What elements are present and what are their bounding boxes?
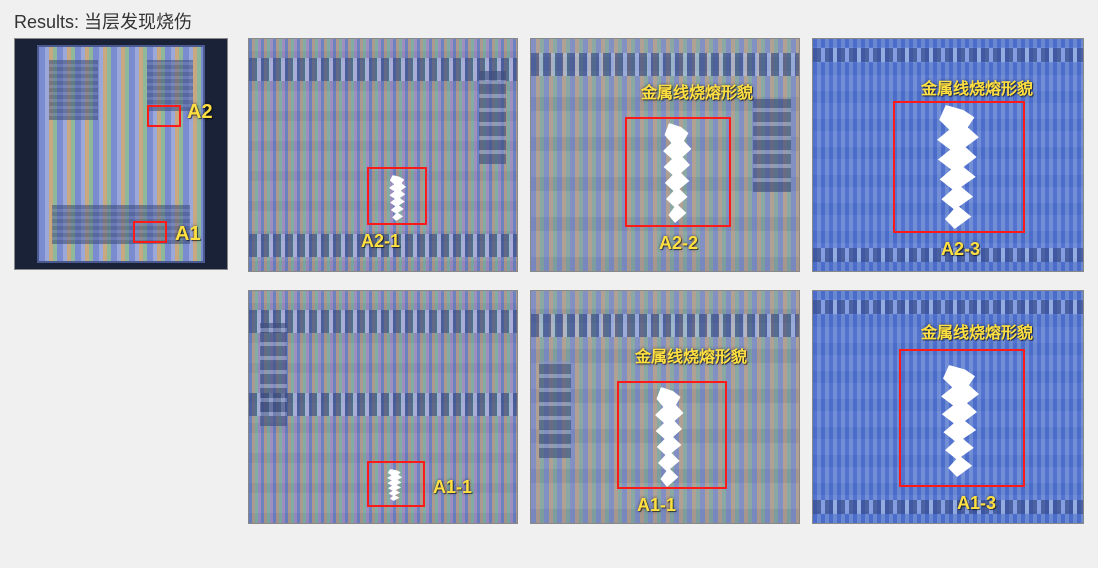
label-a1-1-low: A1-1 — [433, 477, 472, 498]
label-a1: A1 — [175, 223, 201, 246]
panel-a1-3: 金属线烧熔形貌 A1-3 — [812, 290, 1084, 524]
roi-a1-1-mid — [617, 381, 727, 489]
caption-a2-3: 金属线烧熔形貌 — [921, 75, 1033, 99]
label-a2: A2 — [187, 101, 213, 124]
label-a2-2: A2-2 — [659, 233, 698, 254]
panel-a1-1-low: A1-1 — [248, 290, 518, 524]
panel-overview: A2 A1 — [14, 38, 228, 270]
results-prefix: Results: — [14, 12, 79, 32]
roi-a1-1-low — [367, 461, 425, 507]
panel-a2-2: 金属线烧熔形貌 A2-2 — [530, 38, 800, 272]
caption-a1-1: 金属线烧熔形貌 — [635, 343, 747, 367]
label-a2-3: A2-3 — [941, 239, 980, 260]
roi-a1 — [133, 221, 167, 243]
caption-a1-3: 金属线烧熔形貌 — [921, 319, 1033, 343]
label-a1-1-mid: A1-1 — [637, 495, 676, 516]
label-a2-1: A2-1 — [361, 231, 400, 252]
roi-a2-3 — [893, 101, 1025, 233]
roi-a2-2 — [625, 117, 731, 227]
label-a1-3: A1-3 — [957, 493, 996, 514]
roi-a2 — [147, 105, 181, 127]
roi-a1-3 — [899, 349, 1025, 487]
panel-a2-1: A2-1 — [248, 38, 518, 272]
results-text: 当层发现烧伤 — [84, 12, 192, 32]
results-header: Results: 当层发现烧伤 — [0, 0, 1098, 38]
caption-a2-2: 金属线烧熔形貌 — [641, 79, 753, 103]
panel-a2-3: 金属线烧熔形貌 A2-3 — [812, 38, 1084, 272]
panel-a1-1-mid: 金属线烧熔形貌 A1-1 — [530, 290, 800, 524]
image-board: A2 A1 A2-1 金属线烧熔形貌 A2-2 金属线烧熔形貌 A2-3 — [0, 38, 1098, 568]
roi-a2-1 — [367, 167, 427, 225]
